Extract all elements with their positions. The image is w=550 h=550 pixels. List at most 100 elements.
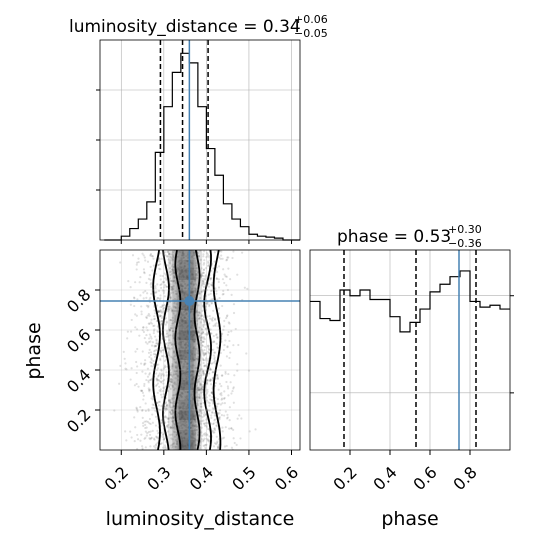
scatter-point	[184, 337, 187, 341]
scatter-point	[171, 308, 174, 312]
scatter-point	[172, 265, 175, 268]
scatter-point	[156, 330, 159, 333]
scatter-point	[189, 426, 192, 429]
scatter-point	[192, 283, 195, 286]
scatter-point	[164, 254, 167, 257]
scatter-point	[179, 360, 182, 363]
scatter-point	[202, 351, 206, 355]
scatter-point	[173, 320, 176, 324]
scatter-point	[155, 378, 158, 381]
scatter-point	[197, 381, 200, 384]
scatter-point	[124, 367, 127, 370]
scatter-point	[185, 405, 188, 409]
scatter-point	[153, 438, 156, 441]
scatter-point	[199, 321, 202, 324]
scatter-point	[135, 406, 138, 409]
scatter-point	[157, 309, 160, 312]
scatter-point	[150, 437, 153, 440]
scatter-point	[226, 314, 229, 317]
scatter-point	[175, 366, 178, 369]
scatter-point	[191, 404, 194, 408]
scatter-point	[183, 398, 187, 401]
scatter-point	[139, 276, 142, 279]
scatter-point	[145, 420, 148, 423]
scatter-point	[143, 437, 146, 440]
scatter-point	[189, 426, 192, 429]
scatter-point	[144, 341, 148, 344]
scatter-point	[171, 398, 174, 401]
scatter-point	[145, 296, 148, 299]
scatter-point	[180, 280, 184, 283]
scatter-point	[202, 358, 205, 361]
scatter-point	[151, 395, 154, 398]
scatter-point	[200, 383, 203, 387]
scatter-point	[221, 304, 224, 308]
scatter-point	[122, 350, 125, 353]
scatter-point	[144, 436, 147, 439]
scatter-point	[165, 403, 169, 406]
scatter-point	[180, 289, 184, 292]
scatter-point	[180, 307, 183, 311]
scatter-point	[214, 381, 217, 385]
scatter-point	[228, 322, 231, 325]
scatter-point	[136, 298, 139, 301]
scatter-point	[177, 396, 180, 400]
scatter-point	[177, 268, 180, 271]
scatter-point	[186, 306, 189, 309]
scatter-point	[179, 410, 182, 413]
scatter-point	[169, 379, 172, 383]
scatter-point	[178, 341, 181, 344]
scatter-point	[179, 418, 182, 421]
scatter-point	[177, 411, 180, 414]
scatter-point	[213, 418, 217, 421]
scatter-point	[222, 289, 225, 293]
scatter-point	[173, 280, 176, 283]
scatter-point	[225, 258, 229, 261]
scatter-point	[204, 275, 207, 278]
scatter-point	[203, 422, 206, 425]
scatter-point	[153, 309, 156, 312]
joint-xtick-label-0: 0.2	[101, 463, 132, 494]
scatter-point	[175, 442, 178, 445]
scatter-point	[157, 363, 160, 366]
scatter-point	[160, 396, 163, 399]
scatter-point	[182, 252, 185, 255]
scatter-point	[201, 318, 204, 321]
scatter-point	[165, 320, 168, 323]
scatter-point	[171, 327, 174, 330]
scatter-point	[161, 348, 165, 352]
scatter-point	[172, 416, 175, 420]
scatter-point	[177, 268, 180, 271]
scatter-point	[169, 318, 173, 322]
scatter-point	[195, 429, 198, 432]
scatter-point	[170, 373, 173, 377]
scatter-point	[213, 419, 216, 422]
scatter-point	[181, 357, 184, 360]
scatter-point	[152, 318, 156, 321]
scatter-point	[216, 445, 219, 448]
scatter-point	[180, 313, 183, 316]
scatter-point	[185, 268, 188, 271]
scatter-point	[179, 351, 182, 354]
scatter-point	[165, 408, 168, 411]
scatter-point	[156, 325, 159, 328]
scatter-point	[163, 286, 166, 289]
scatter-point	[183, 436, 186, 439]
scatter-point	[152, 403, 155, 407]
scatter-point	[196, 357, 199, 360]
scatter-point	[202, 263, 205, 266]
joint-scatter-panel: 0.2 0.3 0.4 0.5 0.60.20.40.60.8	[63, 249, 302, 494]
scatter-point	[170, 309, 173, 312]
contour-inner-right	[193, 250, 201, 450]
scatter-point	[198, 444, 202, 447]
scatter-point	[193, 353, 197, 356]
scatter-point	[176, 440, 179, 443]
scatter-point	[169, 285, 172, 288]
scatter-point	[181, 320, 184, 323]
scatter-point	[174, 372, 177, 376]
scatter-point	[173, 427, 177, 430]
scatter-point	[152, 329, 156, 332]
scatter-point	[171, 251, 174, 254]
scatter-point	[154, 349, 157, 352]
scatter-point	[179, 268, 182, 271]
